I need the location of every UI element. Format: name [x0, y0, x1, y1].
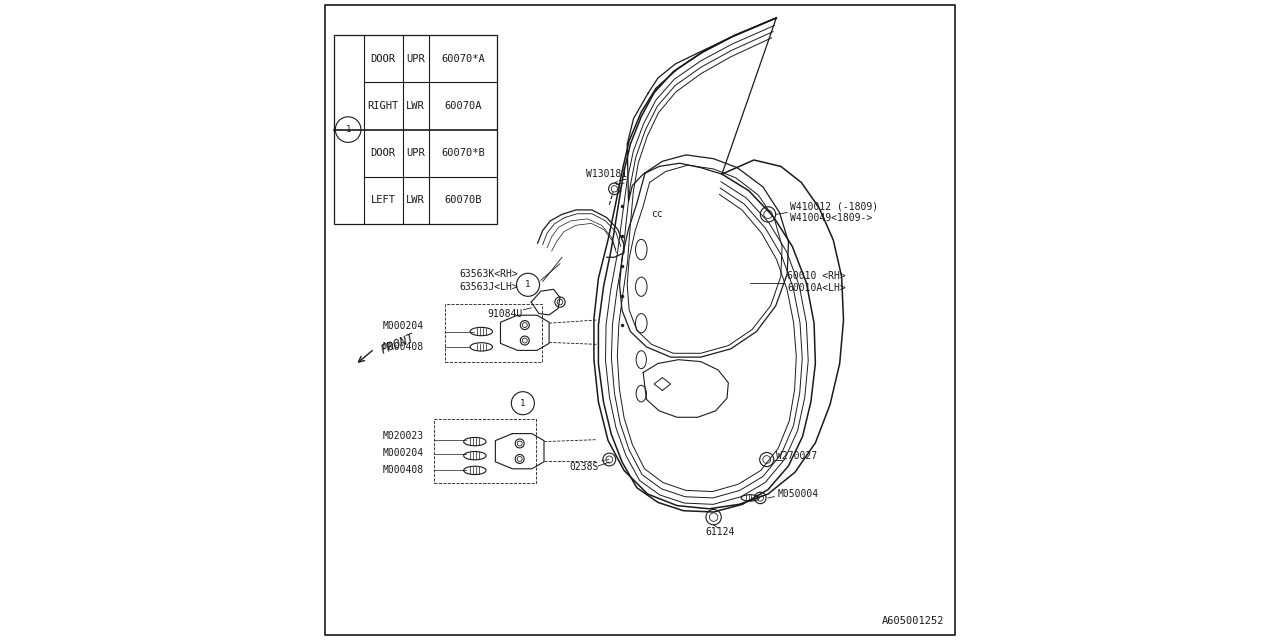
Text: RIGHT: RIGHT: [367, 101, 398, 111]
Text: 1: 1: [346, 125, 351, 134]
Text: 63563J<LH>: 63563J<LH>: [460, 282, 518, 292]
Text: cc: cc: [652, 209, 663, 220]
Text: 60070*B: 60070*B: [442, 148, 485, 158]
Text: UPR: UPR: [406, 54, 425, 64]
Text: FRONT: FRONT: [379, 332, 417, 357]
Text: A605001252: A605001252: [882, 616, 945, 626]
Text: 60010A<LH>: 60010A<LH>: [787, 283, 846, 293]
Text: 60010 <RH>: 60010 <RH>: [787, 271, 846, 282]
Text: M000204: M000204: [383, 448, 424, 458]
Text: M050004: M050004: [777, 489, 819, 499]
Text: 61124: 61124: [705, 527, 735, 538]
Text: M000408: M000408: [383, 465, 424, 476]
Bar: [445, 304, 543, 362]
Text: DOOR: DOOR: [370, 54, 396, 64]
Text: 60070B: 60070B: [444, 195, 481, 205]
Text: 60070A: 60070A: [444, 101, 481, 111]
Text: M000408: M000408: [383, 342, 424, 352]
Text: UPR: UPR: [406, 148, 425, 158]
Text: 60070*A: 60070*A: [442, 54, 485, 64]
Text: 1: 1: [525, 280, 531, 289]
Text: LWR: LWR: [406, 101, 425, 111]
Text: 0238S: 0238S: [570, 462, 599, 472]
Bar: [434, 419, 536, 483]
Text: W270027: W270027: [776, 451, 817, 461]
Text: LWR: LWR: [406, 195, 425, 205]
Text: M000204: M000204: [383, 321, 424, 332]
Text: 91084U: 91084U: [488, 308, 524, 319]
Text: W130181: W130181: [585, 169, 627, 179]
Text: LEFT: LEFT: [370, 195, 396, 205]
Text: M020023: M020023: [383, 431, 424, 442]
Text: W410049<1809->: W410049<1809->: [791, 212, 873, 223]
Bar: [334, 35, 497, 224]
Text: DOOR: DOOR: [370, 148, 396, 158]
Text: 63563K<RH>: 63563K<RH>: [460, 269, 518, 279]
Text: 1: 1: [520, 399, 526, 408]
Text: W410012 (-1809): W410012 (-1809): [791, 201, 878, 211]
